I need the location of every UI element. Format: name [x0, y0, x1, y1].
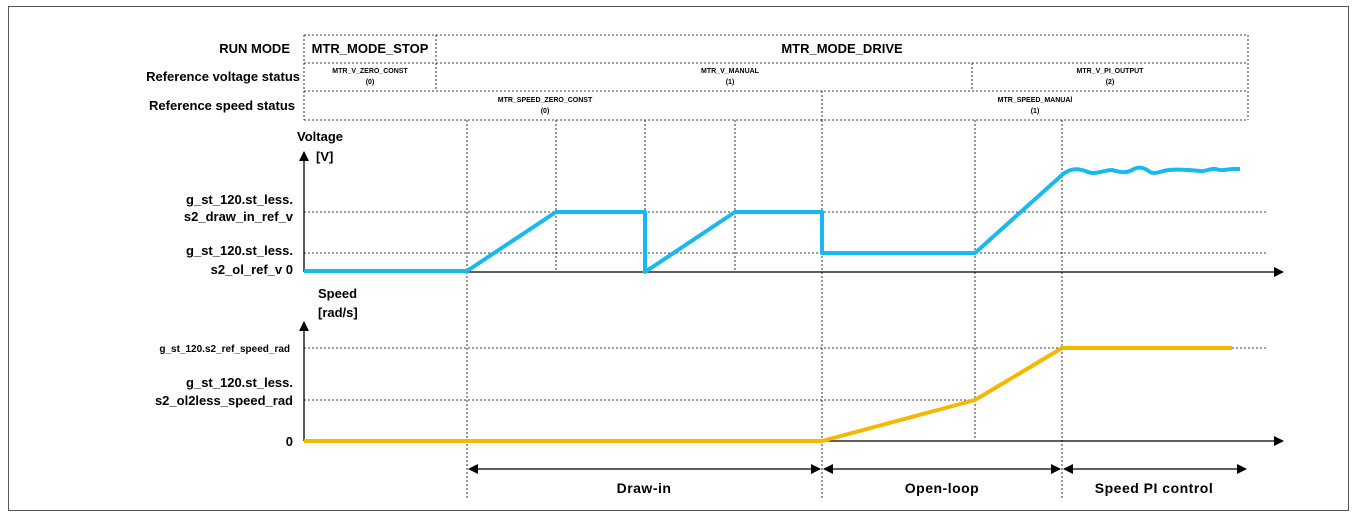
speed-axis-title: Speed: [318, 286, 357, 301]
v-zero-const-value: (0): [366, 79, 375, 86]
speed-reference-lines: [304, 347, 1268, 401]
draw-in-ref-v-label-line2: s2_draw_in_ref_v: [184, 209, 294, 224]
speed-trace: [304, 346, 1232, 443]
speed-pi-phase-label: Speed PI control: [1095, 480, 1213, 496]
voltage-axis-title: Voltage: [297, 129, 343, 144]
voltage-axis-unit: [V]: [316, 149, 333, 164]
v-pi-output-cell: MTR_V_PI_OUTPUT: [1077, 68, 1145, 75]
ol2less-speed-label-line2: s2_ol2less_speed_rad: [155, 393, 293, 408]
draw-in-ref-v-label-line1: g_st_120.st_less.: [186, 192, 293, 207]
speed-axis-unit: [rad/s]: [318, 305, 358, 320]
speed-manual-cell: MTR_SPEED_MANUAl: [998, 97, 1073, 104]
speed-zero-label: 0: [286, 434, 293, 449]
v-pi-output-value: (2): [1106, 79, 1115, 86]
open-loop-phase-label: Open-loop: [905, 480, 980, 496]
ref-speed-rad-label: g_st_120.s2_ref_speed_rad: [159, 344, 290, 355]
ol-ref-v-label-line2: s2_ol_ref_v 0: [211, 262, 293, 277]
timing-diagram-frame: [8, 6, 1349, 511]
voltage-trace: [304, 165, 1241, 274]
speed-manual-value: (1): [1031, 108, 1040, 115]
run-mode-stop-cell: MTR_MODE_STOP: [312, 41, 429, 56]
speed-zero-const-cell: MTR_SPEED_ZERO_CONST: [498, 97, 593, 104]
time-markers: [466, 120, 1063, 498]
speed-status-label: Reference speed status: [149, 98, 295, 113]
ol-ref-v-label-line1: g_st_120.st_less.: [186, 243, 293, 258]
voltage-reference-lines: [304, 211, 1268, 254]
v-manual-value: (1): [726, 79, 735, 86]
status-table: [303, 34, 1249, 121]
draw-in-phase-label: Draw-in: [617, 480, 672, 496]
run-mode-label: RUN MODE: [219, 41, 290, 56]
speed-zero-const-value: (0): [541, 108, 550, 115]
ol2less-speed-label-line1: g_st_120.st_less.: [186, 375, 293, 390]
v-zero-const-cell: MTR_V_ZERO_CONST: [332, 68, 408, 75]
v-manual-cell: MTR_V_MANUAL: [701, 68, 760, 75]
voltage-status-label: Reference voltage status: [146, 69, 300, 84]
run-mode-drive-cell: MTR_MODE_DRIVE: [781, 41, 903, 56]
